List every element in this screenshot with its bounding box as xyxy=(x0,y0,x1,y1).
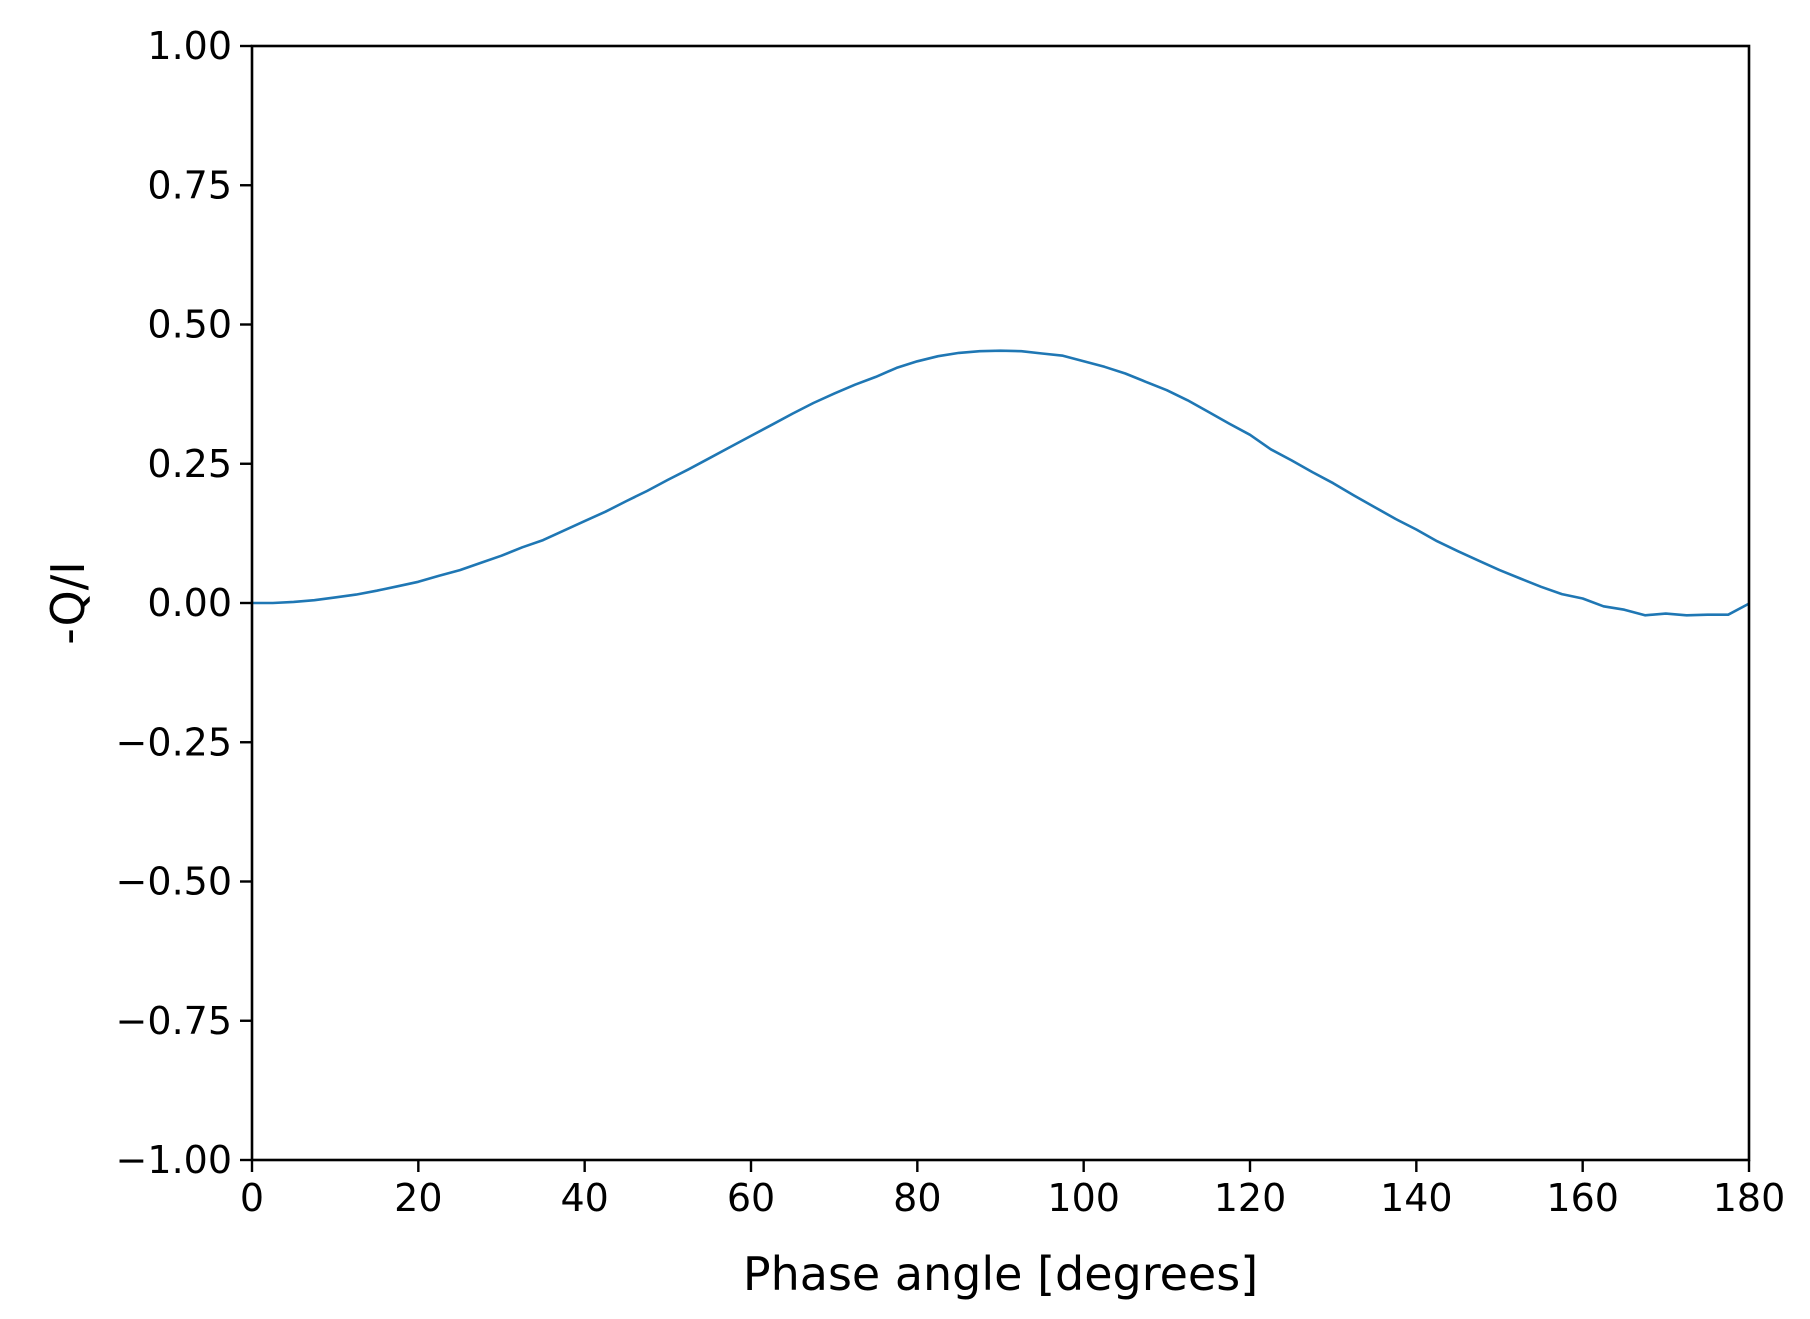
y-tick-label: −0.25 xyxy=(116,720,232,764)
x-tick-label: 100 xyxy=(1047,1176,1120,1220)
y-tick-label: 0.75 xyxy=(147,163,232,207)
y-tick-label: 0.25 xyxy=(147,442,232,486)
x-tick-label: 80 xyxy=(893,1176,941,1220)
series-line xyxy=(252,349,1750,617)
x-tick-label: 20 xyxy=(394,1176,442,1220)
y-tick-label: 0.00 xyxy=(147,581,232,625)
y-tick-label: −0.50 xyxy=(116,860,232,904)
x-tick-label: 40 xyxy=(560,1176,608,1220)
y-axis-label: -Q/I xyxy=(41,561,95,645)
y-axis-ticks: −1.00 −0.75 −0.50 −0.25 0.00 0.25 0.50 0.75 1.00 xyxy=(116,24,252,1182)
y-tick-label: −0.75 xyxy=(116,999,232,1043)
y-tick-label: 0.50 xyxy=(147,303,232,347)
x-tick-label: 140 xyxy=(1380,1176,1453,1220)
x-tick-label: 0 xyxy=(240,1176,264,1220)
x-axis-label: Phase angle [degrees] xyxy=(743,1247,1258,1301)
x-tick-label: 160 xyxy=(1546,1176,1619,1220)
plot-frame xyxy=(250,44,1751,1162)
x-tick-label: 120 xyxy=(1214,1176,1287,1220)
series-layer xyxy=(252,349,1750,617)
x-tick-label: 60 xyxy=(727,1176,775,1220)
y-tick-label: 1.00 xyxy=(147,24,232,68)
x-axis-ticks: 0 20 40 60 80 100 120 140 160 180 xyxy=(240,1160,1785,1220)
x-tick-label: 180 xyxy=(1713,1176,1786,1220)
y-tick-label: −1.00 xyxy=(116,1138,232,1182)
